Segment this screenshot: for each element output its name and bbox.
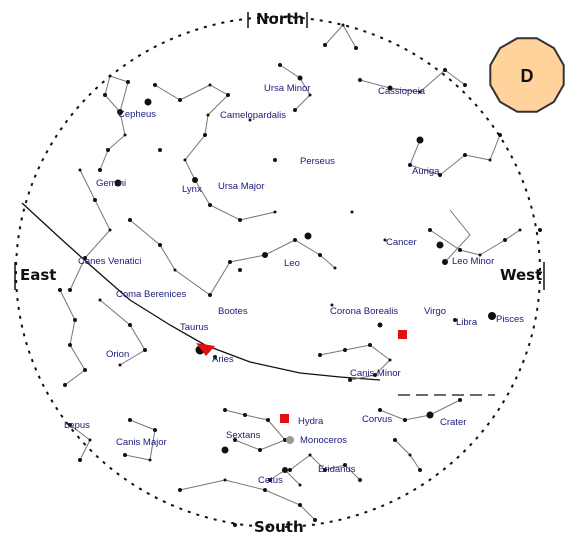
constellation-label: Cepheus: [118, 109, 156, 120]
constellation-label: Canes Venatici: [78, 256, 141, 267]
constellation-label: Aries: [212, 354, 234, 365]
constellation-label: Orion: [106, 349, 129, 360]
jupiter-marker: [280, 414, 289, 423]
constellation-label: Virgo: [424, 306, 446, 317]
constellation-label: Auriga: [412, 166, 440, 177]
constellation-label: Camelopardalis: [220, 110, 286, 121]
panel-badge: D: [489, 37, 565, 113]
constellation-label: Leo: [284, 258, 300, 269]
constellation-label: Ursa Major: [218, 181, 264, 192]
constellation-label: Lynx: [182, 184, 202, 195]
constellation-label: Lepus: [64, 420, 90, 431]
north-label: North: [256, 10, 304, 28]
constellation-label: Canis Minor: [350, 368, 401, 379]
constellation-label: Monoceros: [300, 435, 347, 446]
east-label: East: [20, 266, 56, 284]
badge-label: D: [521, 66, 534, 86]
constellation-label: Gemini: [96, 178, 126, 189]
planets: [196, 330, 407, 444]
constellation-label: Pisces: [496, 314, 524, 325]
constellation-label: Leo Minor: [452, 256, 494, 267]
west-label: West: [500, 266, 542, 284]
constellation-label: Bootes: [218, 306, 248, 317]
constellation-label: Sextans: [226, 430, 261, 441]
constellation-label: Corona Borealis: [330, 306, 398, 317]
saturn-marker: [398, 330, 407, 339]
constellation-label: Cancer: [386, 237, 417, 248]
badge-shape: [489, 37, 565, 113]
mars-marker: [196, 343, 215, 356]
constellation-label: Libra: [456, 317, 478, 328]
stars: [58, 23, 542, 527]
constellation-label: Cetus: [258, 475, 283, 486]
constellation-label: Taurus: [180, 322, 209, 333]
constellation-label: Perseus: [300, 156, 335, 167]
moon-marker: [286, 436, 294, 444]
constellation-labels: Ursa Minor Cepheus Cassiopeia Camelopard…: [64, 83, 524, 486]
constellation-label: Canis Major: [116, 437, 167, 448]
constellation-label: Cassiopeia: [378, 86, 426, 97]
constellation-label: Crater: [440, 417, 466, 428]
south-label: South: [254, 518, 304, 535]
constellation-label: Corvus: [362, 414, 392, 425]
constellation-label: Hydra: [298, 416, 324, 427]
ecliptic-line: [21, 202, 495, 396]
constellation-label: Ursa Minor: [264, 83, 310, 94]
direction-labels: North East West South: [14, 10, 545, 535]
constellation-label: Eridanus: [318, 464, 356, 475]
horizon-circle: [15, 16, 541, 528]
constellation-label: Coma Berenices: [116, 289, 186, 300]
